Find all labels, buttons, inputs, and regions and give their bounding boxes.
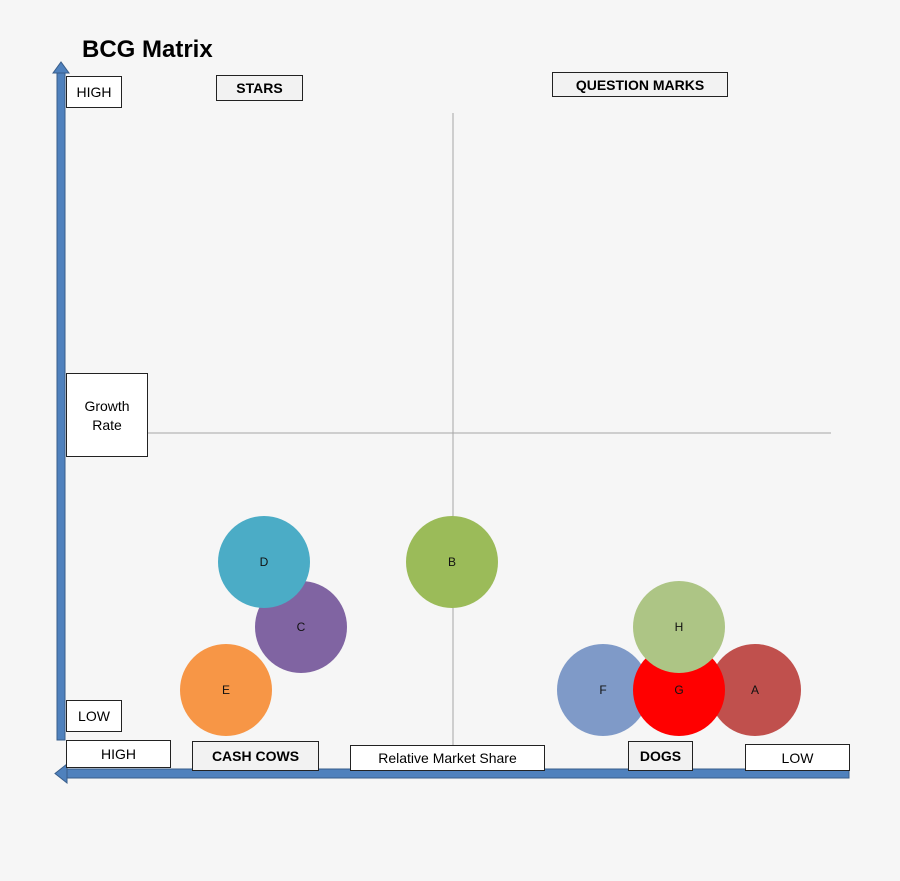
bubble-e bbox=[180, 644, 272, 736]
x-axis-low-label: LOW bbox=[745, 744, 850, 771]
bubble-d-label: D bbox=[260, 555, 269, 569]
bubble-h bbox=[633, 581, 725, 673]
bubble-h-label: H bbox=[675, 620, 684, 634]
bubble-a bbox=[709, 644, 801, 736]
bubble-c-label: C bbox=[297, 620, 306, 634]
bubble-b bbox=[406, 516, 498, 608]
cash-cows-quadrant-label: CASH COWS bbox=[192, 741, 319, 771]
bubble-b-label: B bbox=[448, 555, 456, 569]
y-axis-high-label: HIGH bbox=[66, 76, 122, 108]
bubble-g-label: G bbox=[674, 683, 683, 697]
bubble-g bbox=[633, 644, 725, 736]
bubble-e-label: E bbox=[222, 683, 230, 697]
relative-market-share-label: Relative Market Share bbox=[350, 745, 545, 771]
bubble-f-label: F bbox=[599, 683, 606, 697]
growth-rate-line2: Rate bbox=[92, 416, 122, 433]
stars-quadrant-label: STARS bbox=[216, 75, 303, 101]
y-axis-arrow bbox=[52, 61, 70, 741]
y-axis-low-label: LOW bbox=[66, 700, 122, 732]
growth-rate-line1: Growth bbox=[84, 397, 130, 414]
bubbles-group: A B C D E F G H bbox=[180, 516, 801, 736]
chart-title: BCG Matrix bbox=[82, 36, 213, 63]
question-marks-quadrant-label: QUESTION MARKS bbox=[552, 72, 728, 97]
dogs-quadrant-label: DOGS bbox=[628, 741, 693, 771]
x-axis-high-label: HIGH bbox=[66, 740, 171, 768]
bubble-d bbox=[218, 516, 310, 608]
bubble-a-label: A bbox=[751, 683, 759, 697]
bubble-f bbox=[557, 644, 649, 736]
growth-rate-label: Growth Rate bbox=[66, 373, 148, 457]
